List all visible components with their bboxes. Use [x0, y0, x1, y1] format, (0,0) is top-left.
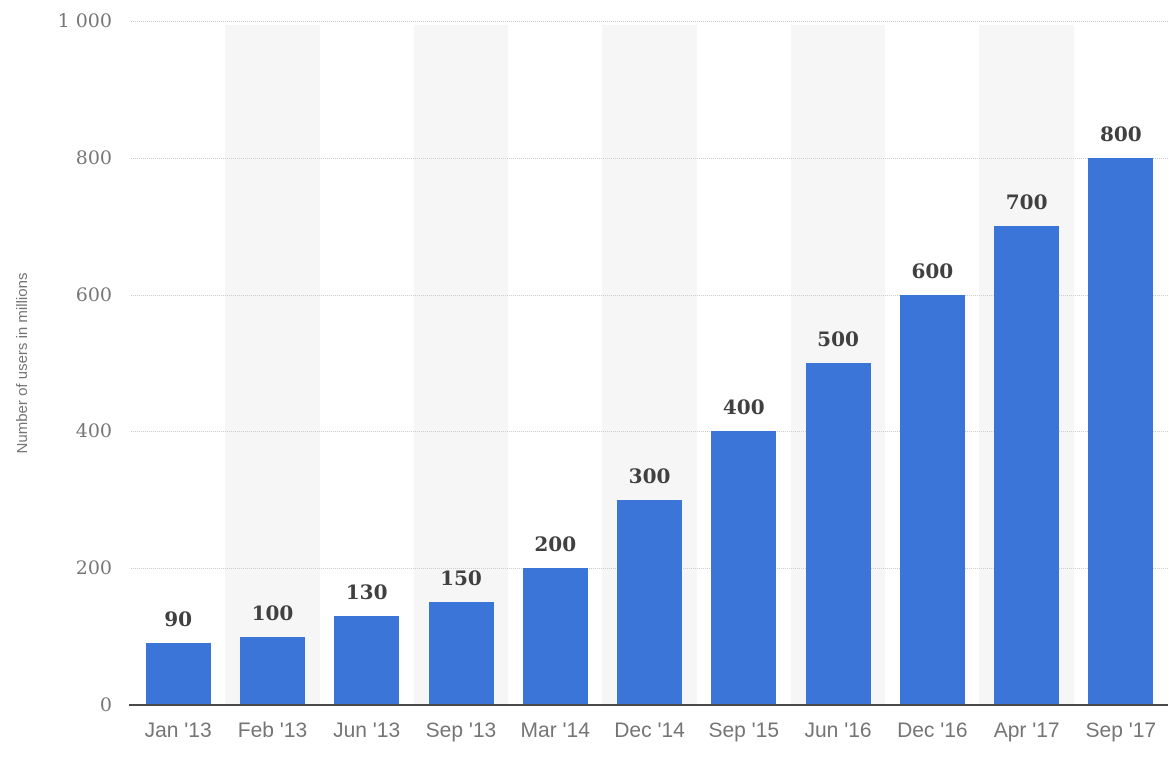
column-stripe [413, 25, 509, 705]
bar [522, 568, 588, 705]
x-axis-tick-label: Feb '13 [237, 719, 308, 742]
x-axis-labels: Jan '13 Feb '13 Jun '13 Sep '13 Mar '14 Dec '… [131, 717, 1168, 747]
x-axis-tick-label: Dec '16 [897, 719, 968, 742]
bar [428, 602, 494, 705]
bar [711, 431, 777, 705]
x-axis-tick-label: Jun '16 [804, 719, 872, 742]
x-axis-tick-label: Mar '14 [520, 719, 590, 742]
x-axis-tick-label: Apr '17 [993, 719, 1060, 742]
bar [145, 643, 211, 705]
y-axis-tick-label: 200 [75, 557, 112, 580]
bar [617, 499, 682, 705]
bar-value-label: 800 [1099, 121, 1142, 146]
x-axis-tick-label: Sep '13 [425, 719, 497, 742]
bar [334, 616, 400, 705]
bar-value-label: 150 [440, 566, 482, 591]
gridline [131, 157, 1168, 159]
y-axis-title: Number of users in millions [14, 272, 31, 454]
bar-value-label: 200 [534, 532, 577, 557]
gridline [131, 294, 1168, 296]
bar-value-label: 100 [251, 600, 294, 625]
x-axis-tick-label: Sep '15 [708, 719, 780, 742]
bar [805, 363, 871, 705]
bar-value-label: 130 [345, 580, 388, 605]
bar-value-label: 90 [164, 607, 193, 632]
bar [899, 294, 965, 705]
bar-value-label: 600 [911, 258, 954, 283]
x-axis-line [129, 704, 1168, 706]
x-axis-tick-label: Dec '14 [614, 719, 685, 742]
bar-value-label: 500 [817, 327, 859, 351]
gridline [131, 21, 1168, 22]
y-axis-tick-label: 800 [75, 146, 112, 169]
y-axis-tick-label: 600 [75, 283, 112, 306]
gridline [131, 431, 1168, 433]
bar-value-label: 300 [628, 463, 671, 488]
y-axis-tick-label: 1 000 [57, 10, 112, 32]
x-axis-tick-label: Jan '13 [144, 719, 212, 742]
y-axis-tick-label: 400 [75, 420, 112, 443]
plot-area: 90 100 130 150 200 300 400 500 600 700 800 [131, 21, 1168, 705]
bar [1088, 157, 1154, 705]
y-axis-tick-label: 0 [99, 694, 112, 716]
x-axis-tick-label: Sep '17 [1085, 719, 1157, 742]
bar [994, 226, 1060, 705]
x-axis-tick-label: Jun '13 [333, 719, 401, 742]
column-stripe [225, 25, 320, 705]
bar-value-label: 700 [1005, 190, 1048, 215]
bar-value-label: 400 [722, 395, 765, 420]
bar [239, 636, 305, 705]
